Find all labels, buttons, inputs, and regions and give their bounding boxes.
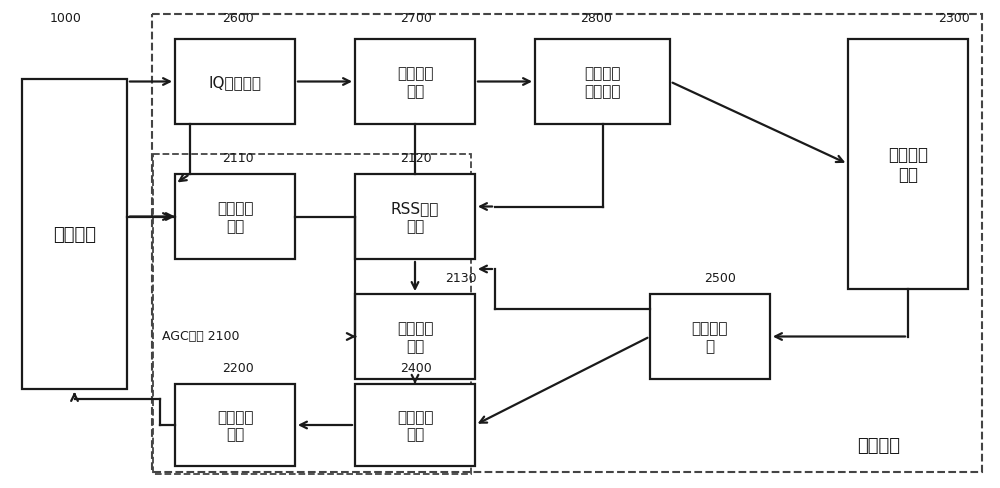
Text: 2130: 2130 — [445, 271, 477, 285]
Text: 2600: 2600 — [222, 12, 254, 25]
Text: 2700: 2700 — [400, 12, 432, 25]
Text: 饱和检测
模块: 饱和检测 模块 — [217, 201, 253, 233]
Text: 低通滤波
模块: 低通滤波 模块 — [397, 66, 433, 99]
Bar — [152, 15, 982, 472]
Text: 增益计算
模块: 增益计算 模块 — [397, 321, 433, 353]
Bar — [355, 175, 475, 260]
Text: 2400: 2400 — [400, 361, 432, 374]
Text: 增益调节
模块: 增益调节 模块 — [397, 409, 433, 441]
Text: 处理器单
元: 处理器单 元 — [692, 321, 728, 353]
Bar — [650, 294, 770, 379]
Text: 2300: 2300 — [938, 12, 970, 25]
Bar — [22, 80, 127, 389]
Text: 2110: 2110 — [222, 152, 254, 164]
Bar — [535, 40, 670, 125]
Bar — [355, 384, 475, 466]
Bar — [175, 40, 295, 125]
Text: 1000: 1000 — [50, 12, 82, 25]
Bar — [355, 294, 475, 379]
Text: RSS计算
模块: RSS计算 模块 — [391, 201, 439, 233]
Text: 基带处理
单元: 基带处理 单元 — [888, 145, 928, 184]
Bar — [153, 155, 471, 474]
Bar — [175, 384, 295, 466]
Text: 2120: 2120 — [400, 152, 432, 164]
Bar — [355, 40, 475, 125]
Text: 2800: 2800 — [580, 12, 612, 25]
Text: AGC单元 2100: AGC单元 2100 — [162, 329, 240, 342]
Text: 射频控制
单元: 射频控制 单元 — [217, 409, 253, 441]
Text: 直流失调
消除模块: 直流失调 消除模块 — [584, 66, 621, 99]
Text: 2500: 2500 — [704, 271, 736, 285]
Text: 射频芯片: 射频芯片 — [53, 225, 96, 244]
Bar — [175, 175, 295, 260]
Text: 2200: 2200 — [222, 361, 254, 374]
Text: IQ补偿模块: IQ补偿模块 — [209, 75, 262, 90]
Text: 基带芯片: 基带芯片 — [857, 436, 900, 454]
Bar — [848, 40, 968, 289]
